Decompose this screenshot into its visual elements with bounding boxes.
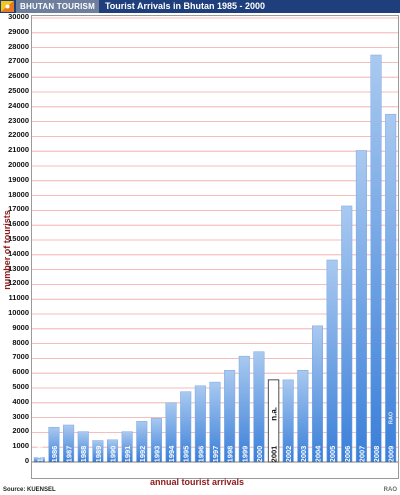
watermark-label: RAO: [389, 411, 395, 424]
x-tick-label-1990: 1990: [109, 446, 118, 463]
y-tick-label: 7000: [12, 352, 29, 362]
source-note: Source: KUENSEL: [3, 487, 56, 493]
x-tick-label-1988: 1988: [79, 446, 88, 463]
x-tick-label-1993: 1993: [152, 446, 161, 463]
bhutan-flag-icon: [1, 1, 14, 12]
x-tick-label-1996: 1996: [196, 446, 205, 463]
x-tick-label-2005: 2005: [328, 446, 337, 463]
y-tick-label: 18000: [8, 189, 29, 199]
y-tick-label: 29000: [8, 26, 29, 36]
y-tick-label: 10000: [8, 308, 29, 317]
chart-title: Tourist Arrivals in Bhutan 1985 - 2000: [104, 1, 266, 11]
x-tick-label-2006: 2006: [343, 446, 352, 463]
y-tick-label: 20000: [8, 160, 29, 169]
x-tick-label-1991: 1991: [123, 446, 132, 463]
x-tick-label-1992: 1992: [138, 446, 147, 463]
y-tick-label: 26000: [8, 71, 29, 81]
y-tick-label: 15000: [8, 234, 29, 243]
y-tick-label: 14000: [8, 248, 29, 258]
bar-2004: [311, 325, 324, 463]
y-tick-label: 3000: [12, 411, 29, 421]
x-tick-label-1999: 1999: [240, 446, 249, 463]
x-tick-label-2008: 2008: [372, 446, 381, 463]
y-tick-label: 12000: [8, 278, 29, 288]
y-tick-label: 24000: [8, 100, 29, 110]
bar-2006: [341, 205, 353, 463]
bar-2000: [253, 351, 265, 463]
y-tick-label: 13000: [8, 263, 29, 273]
y-tick-label: 19000: [8, 174, 29, 184]
bar-2007: [355, 150, 367, 463]
y-tick-label: 6000: [12, 367, 29, 377]
y-tick-label: 28000: [8, 41, 29, 51]
y-tick-label: 1000: [12, 441, 29, 451]
x-tick-label-2003: 2003: [299, 446, 308, 463]
credit-note: RAO: [383, 487, 397, 493]
x-tick-label-2001: 2001: [270, 446, 279, 463]
y-tick-label: 4000: [12, 396, 29, 406]
y-tick-label: 9000: [12, 322, 29, 332]
bar-2008: [370, 54, 382, 463]
x-tick-label-1998: 1998: [226, 446, 235, 463]
x-axis-label: annual tourist arrivals: [150, 477, 245, 487]
chart-frame: 1985 1986 1987 1988 1989 1990 1991 1992 1993 1994…: [31, 15, 399, 479]
y-tick-label: 8000: [12, 337, 29, 347]
y-tick-label: 22000: [8, 130, 29, 140]
x-tick-label-2004: 2004: [313, 445, 322, 463]
y-tick-label: 30000: [8, 12, 29, 21]
y-tick-label: 2000: [12, 426, 29, 436]
x-tick-label-1997: 1997: [211, 446, 220, 463]
y-tick-label: 21000: [8, 145, 29, 155]
y-tick-label: 23000: [8, 115, 29, 125]
y-tick-label: 0: [24, 456, 29, 465]
header-bar: BHUTAN TOURISM Tourist Arrivals in Bhuta…: [0, 0, 400, 13]
x-tick-label-1994: 1994: [167, 445, 176, 463]
y-tick-label: 17000: [8, 204, 29, 214]
x-tick-label-2000: 2000: [255, 446, 264, 463]
x-tick-label-1989: 1989: [94, 446, 103, 463]
y-tick-label: 27000: [8, 56, 29, 66]
bar-2005: [326, 259, 338, 463]
y-tick-label: 11000: [8, 293, 29, 303]
y-tick-label: 25000: [8, 86, 29, 95]
x-tick-label-2007: 2007: [357, 446, 366, 463]
footer: Source: KUENSEL RAO: [0, 487, 400, 495]
brand-label: BHUTAN TOURISM: [16, 0, 99, 13]
bar-chart: 1985 1986 1987 1988 1989 1990 1991 1992 1993 1994…: [32, 17, 398, 463]
y-tick-label: 16000: [8, 219, 29, 229]
x-tick-label-1987: 1987: [65, 446, 74, 463]
x-tick-label-1995: 1995: [182, 446, 191, 463]
x-tick-label-2009: 2009: [387, 446, 396, 463]
y-tick-label: 5000: [12, 382, 29, 391]
x-tick-label-2002: 2002: [284, 446, 293, 463]
na-label: n.a.: [270, 407, 279, 421]
x-tick-label-1986: 1986: [50, 446, 59, 463]
x-tick-label-1985: 1985: [35, 446, 44, 463]
bar-2009: [385, 113, 397, 463]
